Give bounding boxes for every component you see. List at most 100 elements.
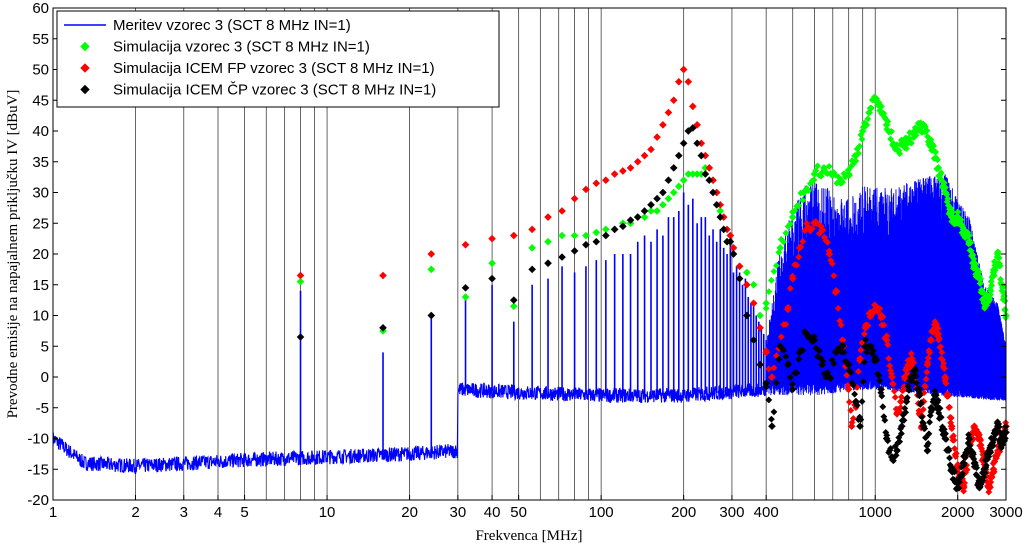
y-tick-label: 30 — [32, 185, 49, 202]
data-point — [967, 239, 975, 247]
data-point — [558, 207, 566, 215]
data-point — [910, 358, 918, 366]
data-point — [937, 413, 945, 421]
data-point — [903, 394, 911, 402]
data-point — [653, 194, 661, 203]
data-point — [640, 207, 649, 215]
data-point — [934, 396, 942, 404]
data-point — [887, 135, 895, 143]
x-tick-label: 3 — [180, 504, 188, 521]
series-layer — [52, 65, 1010, 496]
data-point — [592, 237, 601, 246]
data-point — [927, 335, 935, 343]
data-point — [977, 275, 985, 283]
data-point — [857, 416, 865, 424]
data-point — [805, 187, 813, 195]
data-point — [777, 333, 785, 341]
data-point — [756, 360, 764, 369]
data-point — [674, 182, 683, 191]
legend-label: Simulacija vzorec 3 (SCT 8 MHz IN=1) — [113, 39, 370, 56]
data-point — [509, 302, 518, 311]
data-point — [626, 216, 635, 225]
x-tick-label: 100 — [589, 504, 614, 521]
data-point — [864, 321, 872, 329]
data-point — [767, 276, 775, 284]
data-point — [878, 392, 886, 400]
data-point — [947, 419, 955, 427]
data-point — [942, 379, 950, 387]
data-point — [966, 435, 974, 443]
data-point — [765, 288, 773, 296]
data-point — [825, 247, 833, 255]
data-point — [907, 139, 915, 147]
data-point — [647, 145, 655, 154]
data-point — [873, 356, 881, 364]
data-point — [888, 370, 896, 378]
data-point — [799, 346, 807, 354]
data-point — [959, 470, 967, 478]
data-point — [664, 108, 673, 117]
data-point — [885, 354, 893, 362]
y-tick-label: -5 — [36, 400, 49, 417]
data-point — [768, 422, 776, 431]
data-point — [749, 280, 758, 289]
data-point — [669, 188, 678, 197]
legend-box — [56, 10, 500, 108]
data-point — [659, 120, 667, 129]
data-point — [789, 272, 796, 280]
data-point — [705, 176, 714, 185]
data-point — [891, 393, 899, 401]
data-point — [810, 176, 818, 184]
legend-marker-swatch — [80, 84, 90, 95]
x-tick-label: 20 — [401, 504, 418, 521]
data-point — [948, 425, 956, 433]
data-point — [640, 151, 649, 160]
data-point — [925, 430, 933, 438]
x-tick-label: 2 — [131, 504, 139, 521]
data-point — [954, 208, 962, 216]
data-point — [843, 371, 851, 379]
data-point — [864, 115, 872, 123]
data-point — [592, 228, 601, 237]
data-point — [782, 352, 790, 360]
data-point — [582, 185, 590, 194]
data-point — [674, 77, 683, 86]
data-point — [782, 320, 790, 328]
data-point — [830, 360, 838, 368]
data-point — [862, 336, 870, 344]
data-point — [647, 200, 655, 209]
data-point — [709, 188, 717, 197]
data-point — [907, 350, 915, 358]
y-tick-label: 50 — [32, 62, 49, 79]
data-point — [592, 179, 601, 188]
data-point — [659, 188, 667, 197]
data-point — [986, 291, 994, 299]
data-point — [772, 379, 780, 387]
data-point — [973, 464, 981, 472]
data-point — [934, 164, 942, 172]
data-point — [793, 261, 801, 269]
data-point — [742, 268, 751, 277]
data-point — [684, 77, 693, 86]
data-point — [896, 150, 904, 158]
data-point — [960, 487, 968, 495]
data-point — [729, 250, 738, 258]
data-point — [867, 104, 875, 112]
data-point — [916, 390, 924, 398]
data-point — [869, 347, 877, 355]
data-point — [990, 272, 998, 280]
data-point — [922, 375, 930, 383]
x-tick-label: 10 — [319, 504, 336, 521]
data-point — [544, 213, 552, 221]
data-point — [664, 194, 673, 203]
data-point — [845, 398, 853, 406]
data-point — [981, 469, 989, 477]
data-point — [840, 348, 848, 356]
data-point — [926, 349, 934, 357]
data-point — [808, 225, 816, 233]
data-point — [937, 169, 945, 177]
data-point — [923, 368, 931, 376]
legend-label: Simulacija ICEM FP vzorec 3 (SCT 8 MHz I… — [113, 60, 435, 77]
data-point — [528, 225, 537, 234]
measurement-noise-trace — [52, 382, 767, 475]
